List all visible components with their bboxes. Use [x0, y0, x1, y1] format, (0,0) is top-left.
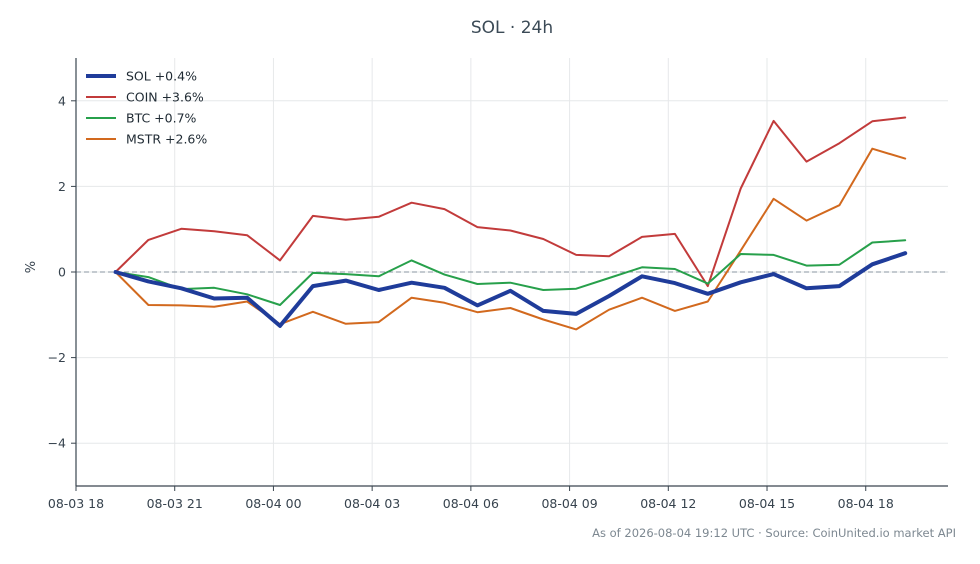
y-tick-label: 4	[58, 93, 66, 108]
x-tick-label: 08-04 03	[344, 496, 400, 511]
legend-label: COIN +3.6%	[126, 90, 204, 105]
y-axis-ticks: −4 −2 0 2 4	[48, 93, 76, 451]
x-tick-label: 08-04 15	[739, 496, 795, 511]
series-line-coin	[114, 116, 907, 288]
x-tick-label: 08-03 21	[147, 496, 203, 511]
chart-title: SOL · 24h	[470, 18, 554, 38]
x-tick-label: 08-04 06	[443, 496, 499, 511]
legend-label: SOL +0.4%	[126, 69, 197, 84]
legend-label: BTC +0.7%	[126, 111, 197, 126]
series-line-sol	[113, 251, 908, 328]
series-line-mstr	[114, 147, 907, 331]
x-tick-label: 08-04 18	[838, 496, 894, 511]
x-tick-label: 08-04 00	[245, 496, 301, 511]
x-tick-label: 08-04 12	[640, 496, 696, 511]
y-axis-label: %	[24, 261, 39, 273]
series-line-btc	[114, 239, 907, 306]
legend: SOL +0.4% COIN +3.6% BTC +0.7% MSTR +2.6%	[86, 69, 207, 147]
legend-label: MSTR +2.6%	[126, 132, 207, 147]
x-axis-ticks: 08-03 18 08-03 21 08-04 00 08-04 03 08-04 06…	[48, 486, 894, 511]
y-tick-label: 2	[58, 179, 66, 194]
x-tick-label: 08-04 09	[541, 496, 597, 511]
source-footer: As of 2026-08-04 19:12 UTC · Source: Coi…	[592, 526, 956, 540]
y-tick-label: −2	[48, 350, 66, 365]
series-lines	[113, 116, 908, 331]
y-tick-label: 0	[58, 265, 66, 280]
y-tick-label: −4	[48, 436, 66, 451]
x-tick-label: 08-03 18	[48, 496, 104, 511]
